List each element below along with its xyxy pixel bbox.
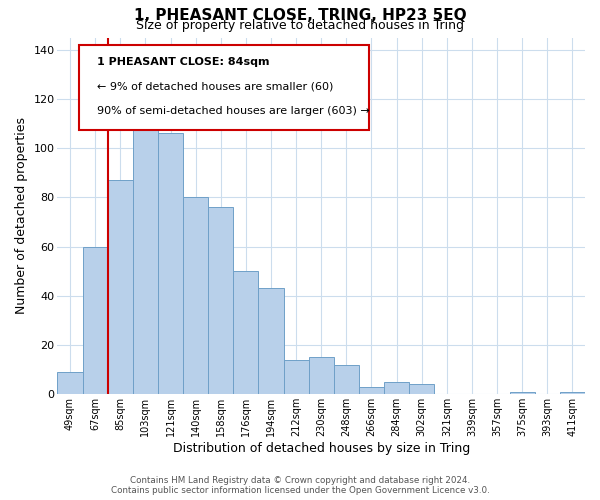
- Bar: [560, 392, 585, 394]
- Bar: [409, 384, 434, 394]
- Bar: [359, 387, 384, 394]
- Bar: [133, 126, 158, 394]
- Bar: [158, 134, 183, 394]
- Bar: [384, 382, 409, 394]
- Bar: [308, 358, 334, 395]
- FancyBboxPatch shape: [79, 44, 369, 130]
- Bar: [208, 208, 233, 394]
- X-axis label: Distribution of detached houses by size in Tring: Distribution of detached houses by size …: [173, 442, 470, 455]
- Text: ← 9% of detached houses are smaller (60): ← 9% of detached houses are smaller (60): [97, 82, 334, 92]
- Bar: [259, 288, 284, 395]
- Text: 1, PHEASANT CLOSE, TRING, HP23 5EQ: 1, PHEASANT CLOSE, TRING, HP23 5EQ: [134, 8, 466, 22]
- Text: Size of property relative to detached houses in Tring: Size of property relative to detached ho…: [136, 18, 464, 32]
- Bar: [183, 198, 208, 394]
- Bar: [233, 272, 259, 394]
- Bar: [108, 180, 133, 394]
- Text: Contains HM Land Registry data © Crown copyright and database right 2024.
Contai: Contains HM Land Registry data © Crown c…: [110, 476, 490, 495]
- Bar: [284, 360, 308, 394]
- Bar: [83, 246, 108, 394]
- Bar: [58, 372, 83, 394]
- Text: 90% of semi-detached houses are larger (603) →: 90% of semi-detached houses are larger (…: [97, 106, 370, 116]
- Text: 1 PHEASANT CLOSE: 84sqm: 1 PHEASANT CLOSE: 84sqm: [97, 57, 269, 67]
- Bar: [334, 365, 359, 394]
- Bar: [509, 392, 535, 394]
- Y-axis label: Number of detached properties: Number of detached properties: [15, 118, 28, 314]
